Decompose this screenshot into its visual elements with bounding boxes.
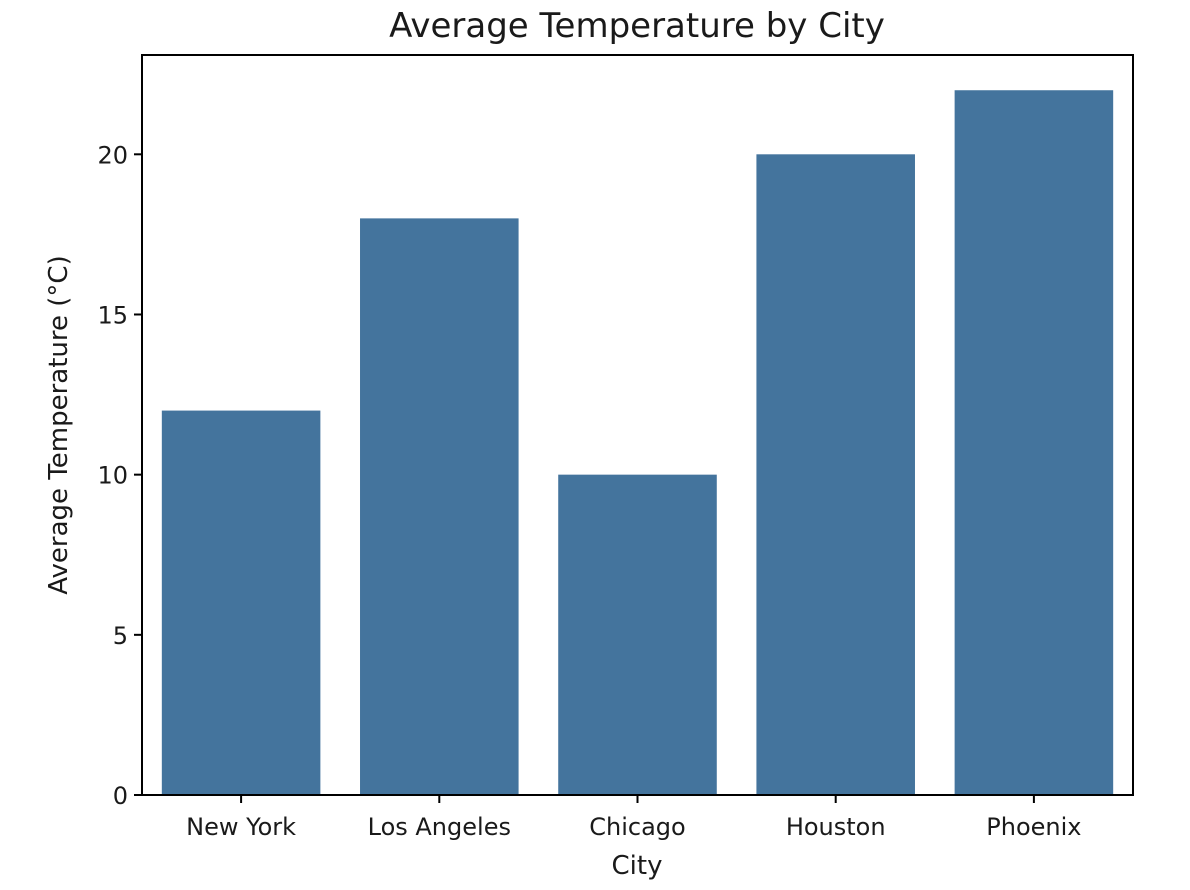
y-tick-label: 5 (113, 622, 128, 650)
chart-title: Average Temperature by City (389, 6, 885, 46)
plot-area-frame (141, 54, 1134, 796)
bar-chicago (558, 474, 717, 795)
x-tick-label: New York (186, 813, 296, 841)
y-tick-label: 10 (97, 462, 128, 490)
x-tick-label: Houston (786, 813, 886, 841)
x-axis-ticks: New York Los Angeles Chicago Houston Phoenix (186, 795, 1082, 841)
y-tick-label: 20 (97, 141, 128, 169)
y-axis-label: Average Temperature (°C) (44, 255, 74, 594)
bars-group (161, 90, 1114, 796)
bar-new-york (161, 410, 321, 795)
y-tick-label: 15 (97, 301, 128, 329)
y-axis-ticks: 0 5 10 15 20 (97, 141, 142, 810)
bar-houston (756, 154, 915, 795)
bar-phoenix (954, 90, 1114, 795)
x-tick-label: Los Angeles (368, 813, 511, 841)
bar-los-angeles (360, 218, 519, 796)
y-tick-label: 0 (113, 782, 128, 810)
x-tick-label: Phoenix (986, 813, 1081, 841)
x-axis-label: City (612, 851, 663, 881)
x-tick-label: Chicago (589, 813, 685, 841)
